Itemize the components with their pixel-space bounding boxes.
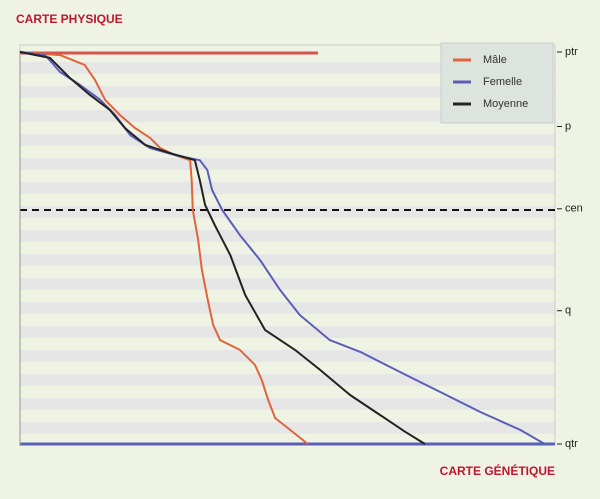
- stripe: [20, 230, 555, 242]
- stripe: [20, 134, 555, 146]
- stripe: [20, 278, 555, 290]
- series-line: [19, 51, 546, 445]
- stripe: [20, 206, 555, 218]
- stripe: [20, 182, 555, 194]
- y-tick-label: qtr: [565, 438, 578, 450]
- legend-label: Mâle: [483, 54, 507, 66]
- series-line: [19, 51, 426, 445]
- stripe: [20, 398, 555, 410]
- stripe: [20, 86, 555, 98]
- x-axis-label: CARTE GÉNÉTIQUE: [440, 463, 555, 478]
- legend-label: Femelle: [483, 76, 522, 88]
- stripe: [20, 254, 555, 266]
- stripe: [20, 110, 555, 122]
- stripe: [20, 158, 555, 170]
- stripe: [20, 326, 555, 338]
- y-tick-label: ptr: [565, 46, 578, 58]
- legend-label: Moyenne: [483, 98, 528, 110]
- stripe: [20, 302, 555, 314]
- y-tick-label: p: [565, 120, 571, 132]
- stripe: [20, 62, 555, 74]
- y-tick-label: q: [565, 305, 571, 317]
- series-line: [19, 51, 309, 445]
- chart-title: CARTE PHYSIQUE: [16, 12, 123, 26]
- y-tick-label: cen: [565, 203, 583, 215]
- stripe: [20, 350, 555, 362]
- stripe: [20, 374, 555, 386]
